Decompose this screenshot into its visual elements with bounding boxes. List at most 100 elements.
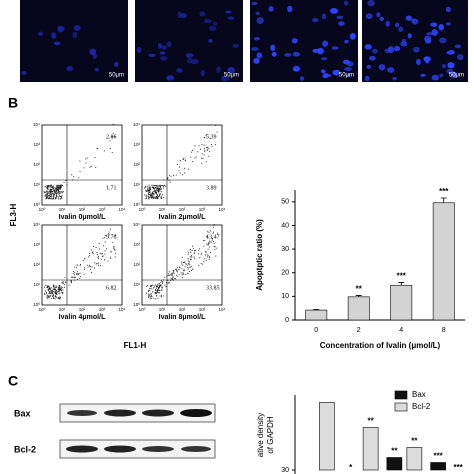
flow-event (179, 160, 181, 162)
flow-event (50, 189, 53, 191)
flow-tick-label: 10³ (199, 207, 206, 212)
flow-event (159, 184, 161, 186)
flow-event (95, 263, 97, 265)
flow-event (58, 193, 60, 195)
flow-event (92, 252, 94, 254)
nucleus (200, 69, 205, 77)
flow-event (63, 286, 66, 288)
flow-event (90, 166, 92, 168)
flow-event (154, 289, 157, 291)
nucleus (401, 38, 407, 43)
flow-event (184, 172, 186, 174)
flow-event (74, 276, 76, 278)
nucleus (180, 13, 187, 19)
flow-event (171, 278, 173, 280)
flow-event (45, 195, 47, 197)
flow-event (92, 245, 94, 248)
flow-event (56, 189, 58, 191)
flow-event (63, 181, 65, 184)
nucleus (148, 53, 156, 57)
flow-event (200, 254, 202, 256)
flow-event (155, 195, 157, 198)
nucleus (89, 48, 97, 56)
flow-event (158, 282, 160, 285)
flow-event (56, 285, 58, 287)
flow-event (58, 291, 60, 293)
nucleus (330, 8, 339, 14)
flow-event (51, 186, 53, 188)
flow-tick-label: 10² (33, 262, 40, 267)
nucleus (21, 71, 27, 75)
flow-event (172, 276, 174, 279)
nucleus (439, 37, 447, 44)
flow-event (201, 252, 203, 254)
flow-event (187, 268, 189, 270)
nucleus (176, 68, 183, 73)
quadrant-value: 13.47 (206, 234, 220, 240)
flow-event (58, 297, 60, 299)
flow-event (148, 196, 150, 198)
flow-event (45, 190, 48, 192)
flow-event (147, 284, 149, 287)
flow-event (145, 198, 147, 200)
quadrant-value: 1.71 (106, 185, 117, 191)
flow-event (176, 267, 178, 269)
flow-event (43, 286, 46, 288)
flow-event (150, 284, 152, 287)
flow-event (144, 187, 146, 189)
flow-event (167, 275, 169, 277)
flow-event (84, 258, 86, 260)
flow-event (58, 191, 60, 193)
flow-event (44, 290, 46, 292)
nucleus (430, 22, 438, 27)
flow-tick-label: 10⁴ (133, 122, 140, 127)
flow-event (55, 197, 57, 199)
flow-event (152, 194, 154, 196)
flow-event (160, 196, 162, 199)
flow-event (208, 231, 210, 233)
flow-event (87, 264, 89, 266)
flow-event (46, 192, 48, 194)
flow-event (155, 192, 157, 194)
blot-band (104, 445, 136, 453)
flow-event (145, 195, 147, 197)
flow-event (149, 196, 151, 198)
flow-event (111, 136, 113, 138)
flow-event (203, 245, 205, 247)
flow-event (212, 233, 214, 235)
flow-event (146, 292, 148, 294)
flow-event (86, 157, 88, 159)
flow-event (168, 174, 171, 176)
flow-event (99, 248, 101, 250)
flow-event (59, 185, 61, 187)
scale-label: 50μm (339, 73, 354, 79)
flow-event (214, 144, 217, 146)
quadrant-value: 5.39 (206, 134, 217, 140)
flow-event (54, 296, 56, 298)
flow-event (149, 289, 151, 292)
flow-event (205, 259, 207, 261)
flow-event (59, 193, 61, 195)
micrograph (135, 0, 243, 82)
nucleus (439, 73, 444, 78)
flow-tick-label: 10² (33, 162, 40, 167)
flow-event (215, 255, 217, 257)
flow-event (175, 174, 177, 176)
flow-event (150, 295, 153, 297)
flow-event (183, 157, 185, 159)
flow-event (174, 278, 176, 280)
nucleus (346, 61, 354, 67)
flow-event (60, 286, 62, 288)
flow-event (187, 265, 189, 267)
nucleus (208, 39, 213, 43)
quadrant-value: 3.89 (206, 185, 217, 191)
flow-event (51, 198, 53, 200)
flow-event (159, 295, 161, 297)
flow-event (50, 293, 52, 295)
flow-event (45, 187, 47, 189)
flow-event (47, 194, 49, 196)
flow-tick-label: 10¹ (59, 207, 66, 212)
flow-event (156, 188, 158, 190)
flow-event (53, 290, 55, 292)
